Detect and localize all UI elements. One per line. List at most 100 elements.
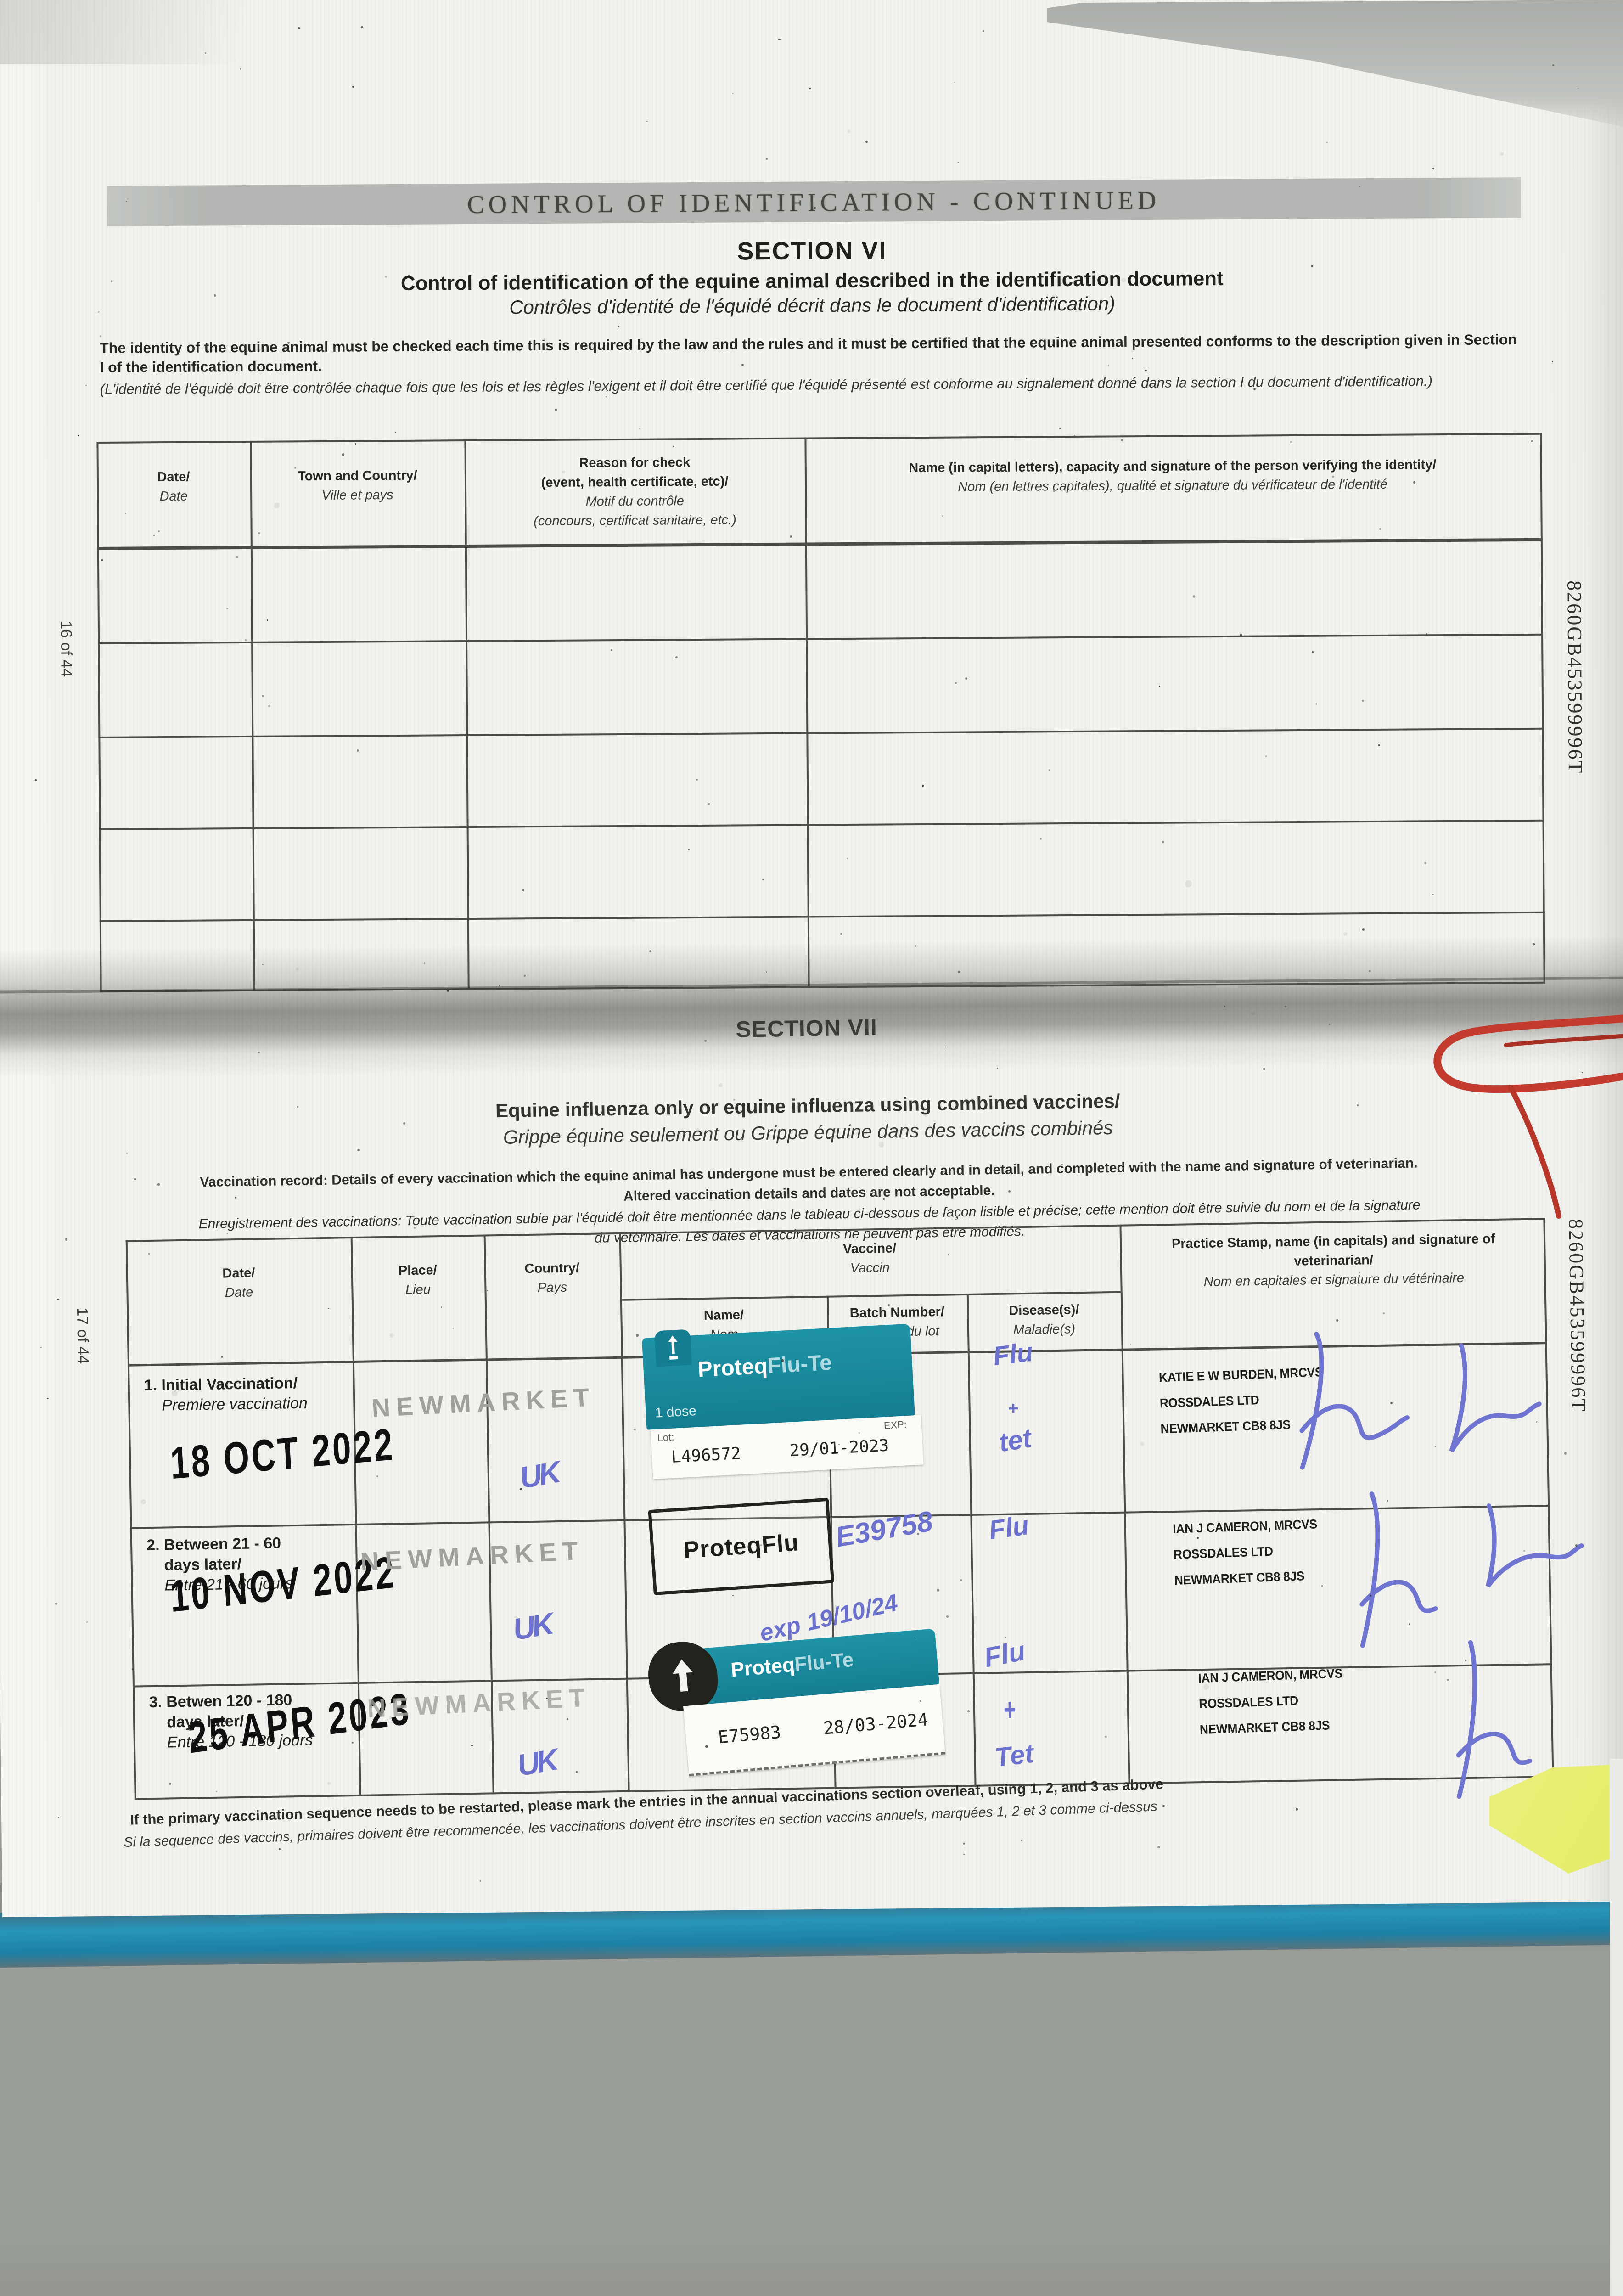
- row2-practice-stamp: IAN J CAMERON, MRCVS ROSSDALES LTD NEWMA…: [1172, 1511, 1319, 1593]
- row1-place-stamp: NEWMARKET: [371, 1382, 596, 1423]
- s7-header-vaccine-fr: Vaccin: [850, 1260, 890, 1276]
- s6-header-date: Date/ Date: [97, 467, 251, 506]
- document-code-upper: 8260GB453599996T: [1563, 580, 1587, 775]
- banner-title: CONTROL OF IDENTIFICATION - CONTINUED: [467, 186, 1161, 219]
- s7-header-vaccine: Vaccine/ Vaccin: [619, 1235, 1120, 1282]
- s7-header-country: Country/ Pays: [484, 1258, 620, 1299]
- row3-country-handwriting: UK: [514, 1742, 558, 1783]
- section-vi-heading: SECTION VI: [737, 236, 887, 265]
- s7-header-disease: Disease(s)/ Maladie(s): [967, 1300, 1121, 1340]
- s7-header-place-en: Place/: [398, 1263, 437, 1278]
- row2-stamp-line2: ROSSDALES LTD: [1173, 1544, 1274, 1562]
- s6-header-date-en: Date/: [157, 469, 190, 485]
- s7-header-place-fr: Lieu: [405, 1282, 431, 1298]
- page-fold-shadow: [0, 935, 1623, 1079]
- s6-col-line-right: [1540, 433, 1545, 984]
- s7-col-5: [966, 1293, 977, 1787]
- row1-brand-flute: Flu-Te: [767, 1350, 833, 1379]
- row1-sticker-teal-band: ProteqFlu-Te 1 dose: [641, 1323, 915, 1430]
- row1-exp-label: EXP:: [883, 1418, 907, 1431]
- s7-header-country-en: Country/: [524, 1261, 580, 1277]
- s7-header-disease-fr: Maladie(s): [1013, 1322, 1076, 1338]
- s6-header-reason-fr2: (concours, certificat sanitaire, etc.): [534, 512, 736, 529]
- row1-exp-date: 29/01-2023: [789, 1436, 890, 1461]
- s6-header-reason-en: Reason for check: [579, 455, 691, 471]
- row3-disease-plus: +: [1003, 1691, 1016, 1728]
- row1-sticker-dose: 1 dose: [654, 1403, 697, 1421]
- page-number-16: 16 of 44: [57, 620, 75, 677]
- page-number-17: 17 of 44: [73, 1307, 92, 1364]
- row3-practice-stamp: IAN J CAMERON, MRCVS ROSSDALES LTD NEWMA…: [1198, 1660, 1345, 1743]
- row1-disease-flu: Flu: [991, 1337, 1035, 1372]
- document-code-lower: 8260GB453599996T: [1564, 1218, 1590, 1413]
- row1-stamp-line3: NEWMARKET CB8 8JS: [1160, 1417, 1291, 1436]
- row1-disease-handwriting: Flu + tet: [991, 1337, 1133, 1500]
- s6-row-line-4: [99, 911, 1545, 922]
- row3-disease-tet: Tet: [993, 1738, 1036, 1773]
- s7-header-stamp: Practice Stamp, name (in capitals) and s…: [1131, 1229, 1536, 1293]
- row1-vaccine-sticker: ProteqFlu-Te 1 dose Lot: EXP: L496572 29…: [641, 1315, 925, 1481]
- row3-brand-proteq: Proteq: [730, 1653, 796, 1682]
- row3-brand-flute: Flu-Te: [793, 1648, 854, 1676]
- row1-disease-tet: tet: [997, 1423, 1034, 1458]
- section-vi-intro-en: The identity of the equine animal must b…: [100, 331, 1517, 376]
- s7-header-disease-en: Disease(s)/: [1009, 1302, 1079, 1318]
- row2-label-en1: 2. Between 21 - 60: [146, 1534, 281, 1554]
- row1-label-en: 1. Initial Vaccination/: [144, 1374, 298, 1395]
- s6-header-date-fr: Date: [159, 489, 188, 504]
- s6-col-line-left: [96, 441, 102, 992]
- scan-corner-smudge: [0, 0, 349, 64]
- s6-header-name-fr: Nom (en lettres capitales), qualité et s…: [958, 477, 1387, 495]
- horse-head-logo-icon: [646, 1639, 720, 1714]
- row3-stamp-line2: ROSSDALES LTD: [1198, 1693, 1299, 1711]
- syringe-icon: [654, 1329, 692, 1367]
- row3-exp-date: 28/03-2024: [822, 1709, 929, 1739]
- s6-header-town-fr: Ville et pays: [321, 488, 393, 503]
- s6-row-line-2: [98, 727, 1544, 738]
- row1-lot-number: L496572: [670, 1444, 741, 1467]
- row1-brand-proteq: Proteq: [697, 1354, 769, 1382]
- row2-stamp-line3: NEWMARKET CB8 8JS: [1174, 1569, 1305, 1587]
- row2-vaccine-stamp-text: ProteqFlu: [682, 1529, 800, 1564]
- s7-col-right: [1543, 1218, 1554, 1778]
- s6-row-line-3: [99, 819, 1544, 830]
- s7-header-stamp-fr: Nom en capitales et signature du vétérin…: [1203, 1271, 1465, 1289]
- section-vii-page: SECTION VII Equine influenza only or equ…: [0, 962, 1623, 1905]
- s7-header-date-en: Date/: [222, 1266, 255, 1281]
- row3-vaccine-sticker: ProteqFlu-Te E75983 28/03-2024: [646, 1628, 951, 1790]
- row1-stamp-line2: ROSSDALES LTD: [1159, 1393, 1259, 1411]
- row3-lot-number: E75983: [717, 1722, 782, 1748]
- row2-batch-handwriting: E39758: [833, 1505, 935, 1553]
- row2-place-stamp: NEWMARKET: [359, 1536, 585, 1576]
- s7-header-place: Place/ Lieu: [351, 1260, 484, 1301]
- row1-lot-label: Lot:: [657, 1431, 674, 1444]
- row2-veterinarian-signature: [1359, 1491, 1584, 1648]
- row2-disease-handwriting: Flu: [987, 1510, 1031, 1546]
- row1-disease-plus: +: [1007, 1398, 1019, 1419]
- row3-stamp-line1: IAN J CAMERON, MRCVS: [1197, 1666, 1343, 1686]
- s6-header-reason-en2: (event, health certificate, etc)/: [541, 474, 729, 490]
- row2-stamp-line1: IAN J CAMERON, MRCVS: [1172, 1517, 1318, 1536]
- s7-header-vaccine-en: Vaccine/: [842, 1241, 897, 1257]
- s6-row-line-1: [98, 633, 1544, 644]
- row1-label-fr: Premiere vaccination: [162, 1394, 308, 1414]
- s6-header-reason-fr: Motif du contrôle: [585, 494, 685, 509]
- s6-header-town: Town and Country/ Ville et pays: [250, 466, 465, 506]
- row2-country-handwriting: UK: [510, 1606, 554, 1647]
- s6-col-line-1: [250, 440, 255, 991]
- page-banner: CONTROL OF IDENTIFICATION - CONTINUED: [107, 177, 1521, 226]
- row1-stamp-line1: KATIE E W BURDEN, MRCVS: [1158, 1365, 1323, 1385]
- s6-header-town-en: Town and Country/: [298, 468, 417, 484]
- row2-vaccine-stamp-box: ProteqFlu: [648, 1497, 835, 1595]
- s6-col-line-3: [804, 437, 810, 988]
- row1-date-stamp: 18 OCT 2022: [169, 1418, 396, 1489]
- scan-right-edge: [1610, 1759, 1623, 2296]
- s7-header-stamp-en: Practice Stamp, name (in capitals) and s…: [1171, 1231, 1495, 1269]
- s6-table-top-border: [96, 433, 1542, 444]
- s7-header-date: Date/ Date: [126, 1262, 352, 1304]
- row3-sticker-brand: ProteqFlu-Te: [730, 1649, 854, 1682]
- row1-practice-stamp: KATIE E W BURDEN, MRCVS ROSSDALES LTD NE…: [1158, 1359, 1325, 1442]
- row1-sticker-brand: ProteqFlu-Te: [697, 1350, 832, 1383]
- s7-header-date-fr: Date: [225, 1285, 253, 1300]
